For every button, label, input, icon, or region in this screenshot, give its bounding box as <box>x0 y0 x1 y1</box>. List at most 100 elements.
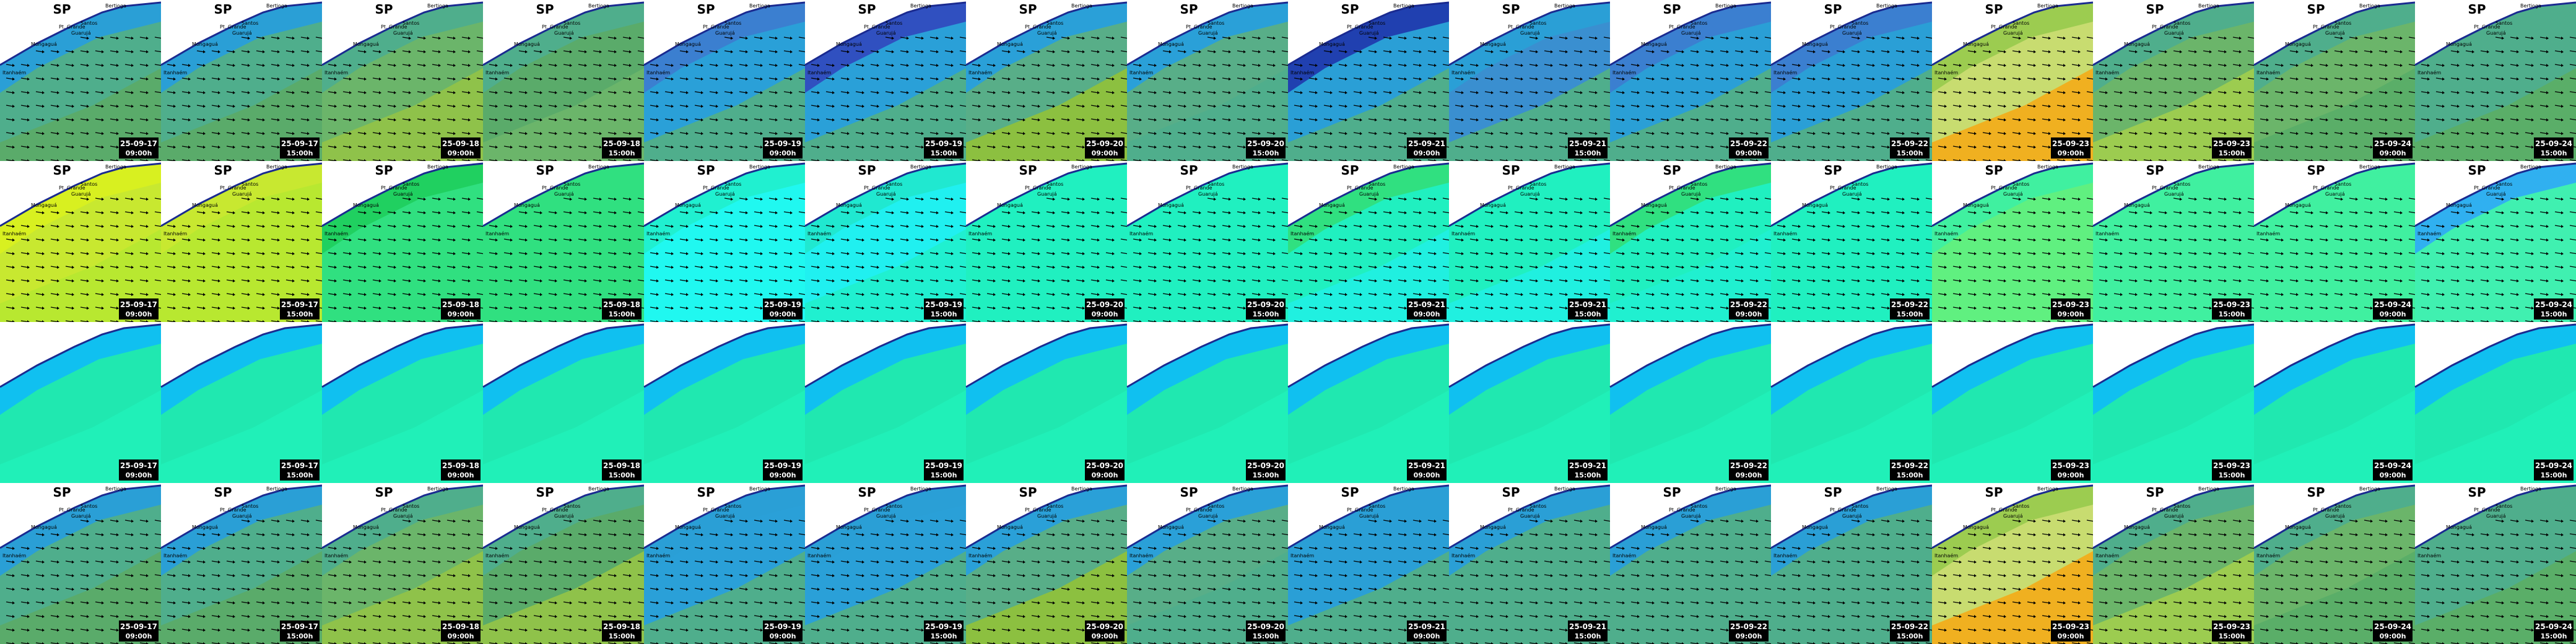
coastline <box>321 1 484 66</box>
place-label: Guarujá <box>2164 30 2184 36</box>
arrow-head <box>746 146 748 149</box>
place-label: Guarujá <box>232 191 252 197</box>
place-label: Itanhaém <box>646 230 670 237</box>
arrow-head <box>921 91 924 94</box>
arrow-head <box>12 118 15 121</box>
arrow-head <box>656 77 659 80</box>
arrow-head <box>731 91 733 94</box>
arrow-head <box>892 50 894 53</box>
panel-title: SP <box>214 2 232 17</box>
date-box <box>763 137 803 159</box>
arrow-head <box>525 146 528 149</box>
arrow-head <box>671 64 674 67</box>
land <box>483 0 644 65</box>
arrow-head <box>656 91 659 94</box>
arrow-head <box>555 64 557 67</box>
arrow-head <box>277 146 280 149</box>
arrow-head <box>495 118 498 121</box>
arrow-head <box>203 91 206 94</box>
arrow-head <box>307 132 310 135</box>
arrow-head <box>364 105 367 108</box>
panel-date: 25-09-20 <box>1247 139 1284 148</box>
place-label: Mongaguá <box>192 41 218 47</box>
place-label: Bertioga <box>2037 3 2058 9</box>
arrow-head <box>832 77 835 80</box>
place-label: Bertioga <box>105 164 126 170</box>
arrow-head <box>263 91 265 94</box>
place-label: Santos <box>402 20 419 26</box>
arrow-head <box>146 37 149 40</box>
arrow-head <box>701 64 703 67</box>
panel-time: 15:00h <box>2541 149 2567 157</box>
arrow-head <box>525 91 528 94</box>
arrow-head <box>540 64 542 67</box>
place-label: Pt. Grande <box>381 24 407 30</box>
arrow-head <box>116 77 119 80</box>
arrow-head <box>131 37 134 40</box>
arrow-head <box>701 146 703 149</box>
arrow-head <box>277 118 280 121</box>
arrow-head <box>409 77 411 80</box>
arrow-head <box>775 64 778 67</box>
arrow-head <box>907 77 909 80</box>
arrow-head <box>775 91 778 94</box>
arrow-head <box>72 118 74 121</box>
arrow-head <box>131 118 134 121</box>
panel-time: 15:00h <box>931 149 957 157</box>
arrow-head <box>468 64 471 67</box>
arrow-head <box>862 132 864 135</box>
arrow-head <box>12 132 15 135</box>
arrow-head <box>57 64 59 67</box>
arrow-head <box>746 64 748 67</box>
arrow-head <box>12 146 15 149</box>
arrow-head <box>307 64 310 67</box>
arrow-head <box>27 132 30 135</box>
arrow-head <box>862 91 864 94</box>
panel-date: 25-09-19 <box>925 300 962 309</box>
arrow-head <box>468 91 471 94</box>
place-label: Guarujá <box>715 30 735 36</box>
arrow-head <box>671 146 674 149</box>
arrow-head <box>614 105 617 108</box>
arrow-head <box>438 118 441 121</box>
arrow-head <box>87 132 89 135</box>
arrow-head <box>146 118 149 121</box>
arrow-head <box>877 50 879 53</box>
arrow-head <box>790 118 793 121</box>
arrow-head <box>218 91 220 94</box>
arrow-head <box>847 105 850 108</box>
arrow-head <box>424 77 426 80</box>
arrow-head <box>277 91 280 94</box>
arrow-head <box>116 50 119 53</box>
place-label: Itanhaém <box>646 69 670 76</box>
arrow-head <box>599 132 602 135</box>
arrow-head <box>394 77 396 80</box>
place-label: Guarujá <box>554 30 574 36</box>
place-label: Guarujá <box>554 191 574 197</box>
place-label: Mongaguá <box>353 41 379 47</box>
arrow-head <box>570 77 572 80</box>
panel-time: 09:00h <box>448 149 474 157</box>
arrow-head <box>292 91 295 94</box>
arrow-head <box>907 50 909 53</box>
arrow-head <box>555 146 557 149</box>
place-label: Mongaguá <box>31 202 57 208</box>
arrow-head <box>233 118 235 121</box>
arrow-head <box>453 37 456 40</box>
arrow-head <box>42 118 45 121</box>
arrow-head <box>87 77 89 80</box>
panel-time: 15:00h <box>1575 149 1601 157</box>
place-label: Santos <box>886 20 902 26</box>
arrow-head <box>731 132 733 135</box>
arrow-head <box>379 64 381 67</box>
arrow-head <box>424 91 426 94</box>
place-label: Bertioga <box>2520 3 2541 9</box>
arrow-head <box>438 77 441 80</box>
arrow-head <box>27 77 30 80</box>
arrow-head <box>173 118 176 121</box>
arrow-head <box>203 50 206 53</box>
arrow-head <box>847 118 850 121</box>
arrow-head <box>907 64 909 67</box>
